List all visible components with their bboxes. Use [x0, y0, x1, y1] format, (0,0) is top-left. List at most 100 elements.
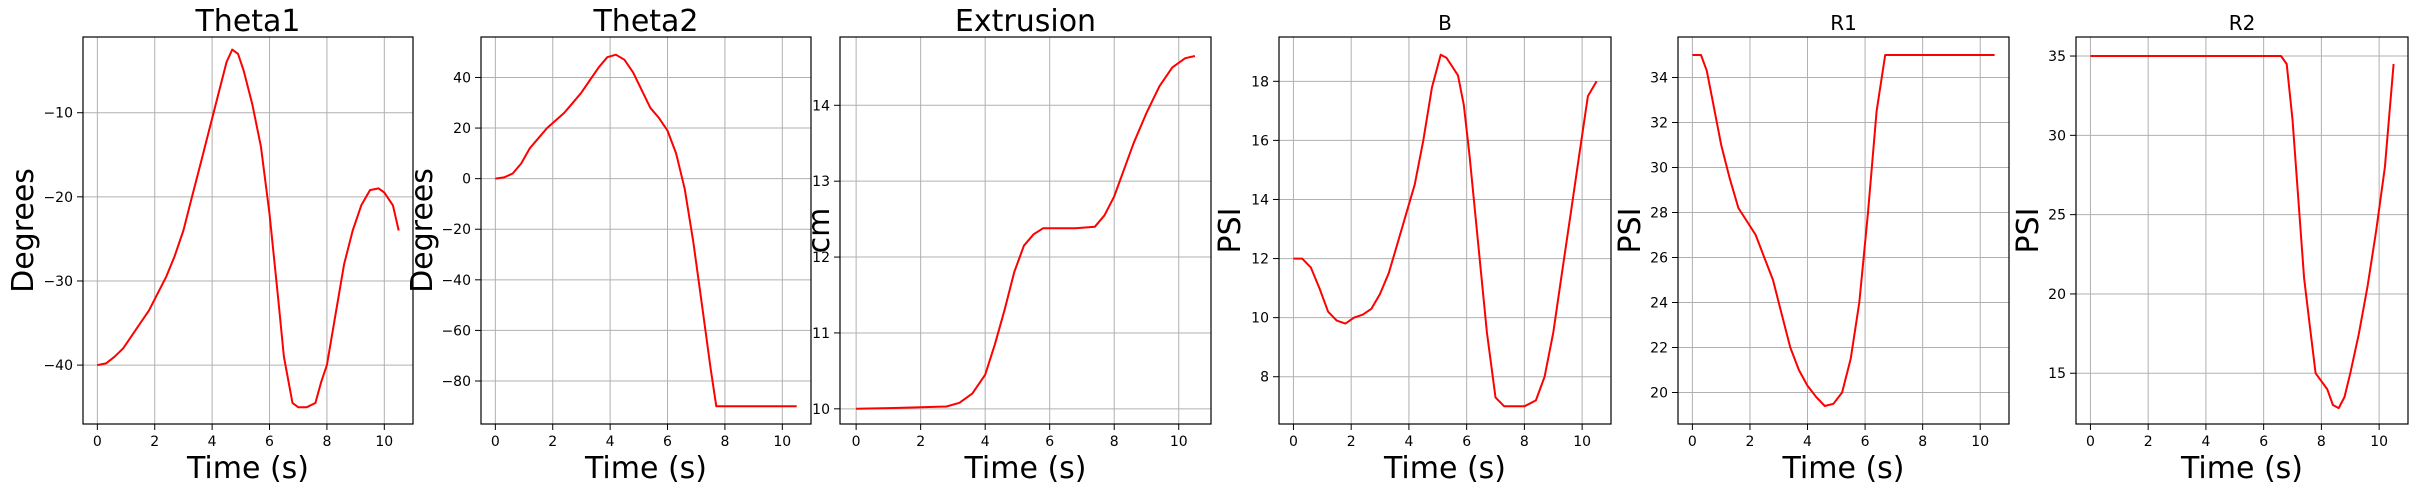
chart-title: R2 — [2229, 11, 2256, 35]
data-line — [1293, 53, 1598, 408]
y-tick-label: 34 — [1650, 71, 1668, 87]
plot-frame — [480, 36, 812, 425]
y-tick-label: −20 — [43, 190, 73, 206]
x-tick-label: 6 — [265, 434, 274, 450]
chart-title: R1 — [1830, 11, 1857, 35]
x-tick-label: 8 — [322, 434, 331, 450]
chart-panel-4: 0 2 4 6 8 10 8 10 12 14 16 18 B Time (s) PSI — [1213, 11, 1612, 486]
x-tick-label: 4 — [1404, 434, 1413, 450]
x-tick-label: 10 — [1170, 434, 1188, 450]
chart-panel-6: 0 2 4 6 8 10 15 20 25 30 35 R2 Time (s) PSI — [2011, 11, 2409, 486]
chart-panel-2: 0 2 4 6 8 10 −80 −60 −40 −20 0 20 40 Theta2 Time (s) De… — [405, 4, 812, 486]
x-tick-label: 2 — [150, 434, 159, 450]
x-axis-label: Time (s) — [964, 451, 1087, 486]
y-tick-label: 20 — [2048, 287, 2066, 303]
plot-frame — [2075, 36, 2409, 425]
y-tick-label: 25 — [2048, 208, 2066, 224]
x-axis-label: Time (s) — [186, 451, 309, 486]
y-tick-label: 32 — [1650, 116, 1668, 132]
x-tick-label: 6 — [1045, 434, 1054, 450]
y-tick-label: −20 — [441, 222, 471, 238]
y-axis-label: Degrees — [6, 168, 41, 293]
y-tick-label: −10 — [43, 106, 73, 122]
x-tick-label: 8 — [1918, 434, 1927, 450]
y-tick-label: 30 — [1650, 161, 1668, 177]
x-axis-label: Time (s) — [1782, 451, 1905, 486]
plot-frame — [1278, 36, 1612, 425]
y-tick-label: 14 — [1251, 192, 1269, 208]
x-tick-label: 2 — [2144, 434, 2153, 450]
x-tick-label: 10 — [375, 434, 393, 450]
data-line — [856, 55, 1196, 410]
y-tick-label: 12 — [1251, 252, 1269, 268]
plot-frame — [82, 36, 414, 425]
chart-title: B — [1438, 11, 1452, 35]
y-tick-label: 10 — [812, 402, 830, 418]
x-tick-label: 0 — [2086, 434, 2095, 450]
y-tick-label: 18 — [1251, 74, 1269, 90]
chart-title: Theta1 — [194, 4, 300, 39]
y-tick-label: 24 — [1650, 296, 1668, 312]
x-tick-label: 0 — [1289, 434, 1298, 450]
x-tick-label: 10 — [2370, 434, 2388, 450]
y-axis-label: PSI — [2011, 208, 2046, 254]
y-tick-label: 40 — [453, 70, 471, 86]
x-tick-label: 8 — [2317, 434, 2326, 450]
chart-title: Extrusion — [955, 4, 1096, 39]
y-tick-label: 22 — [1650, 341, 1668, 357]
x-tick-label: 6 — [2259, 434, 2268, 450]
x-tick-label: 4 — [2201, 434, 2210, 450]
x-tick-label: 2 — [1745, 434, 1754, 450]
data-line — [2090, 55, 2395, 410]
y-axis-label: PSI — [1613, 208, 1648, 254]
y-tick-label: 8 — [1260, 370, 1269, 386]
plot-frame — [839, 36, 1212, 425]
chart-panel-1: 0 2 4 6 8 10 −40 −30 −20 −10 Theta1 Time (s) Degrees — [6, 4, 414, 486]
y-tick-label: 11 — [812, 326, 830, 342]
x-tick-label: 0 — [93, 434, 102, 450]
y-tick-label: 26 — [1650, 251, 1668, 267]
y-tick-label: −40 — [441, 273, 471, 289]
y-tick-label: 20 — [1650, 386, 1668, 402]
y-tick-label: −80 — [441, 374, 471, 390]
y-tick-label: −30 — [43, 274, 73, 290]
x-tick-label: 10 — [1573, 434, 1591, 450]
y-axis-label: Degrees — [405, 168, 440, 293]
x-tick-label: 4 — [981, 434, 990, 450]
x-tick-label: 0 — [491, 434, 500, 450]
x-tick-label: 8 — [1520, 434, 1529, 450]
x-tick-label: 4 — [1803, 434, 1812, 450]
x-tick-label: 8 — [720, 434, 729, 450]
y-tick-label: 14 — [812, 98, 830, 114]
y-tick-label: 0 — [462, 172, 471, 188]
data-line — [97, 48, 400, 409]
x-tick-label: 4 — [606, 434, 615, 450]
chart-title: Theta2 — [592, 4, 698, 39]
x-tick-label: 6 — [663, 434, 672, 450]
x-tick-label: 10 — [773, 434, 791, 450]
x-axis-label: Time (s) — [1383, 451, 1506, 486]
x-axis-label: Time (s) — [584, 451, 707, 486]
y-tick-label: −60 — [441, 323, 471, 339]
x-tick-label: 6 — [1462, 434, 1471, 450]
y-tick-label: 13 — [812, 174, 830, 190]
y-tick-label: 10 — [1251, 311, 1269, 327]
x-tick-label: 6 — [1861, 434, 1870, 450]
y-tick-label: 20 — [453, 121, 471, 137]
x-tick-label: 10 — [1971, 434, 1989, 450]
data-line — [1692, 54, 1995, 407]
chart-panel-3: 0 2 4 6 8 10 10 11 12 13 14 Extrusion Time (s) cm — [802, 4, 1212, 486]
x-tick-label: 0 — [852, 434, 861, 450]
x-tick-label: 2 — [916, 434, 925, 450]
y-axis-label: cm — [802, 208, 837, 254]
x-tick-label: 2 — [1347, 434, 1356, 450]
y-tick-label: 28 — [1650, 206, 1668, 222]
x-axis-label: Time (s) — [2180, 451, 2303, 486]
y-tick-label: −40 — [43, 358, 73, 374]
plot-frame — [1677, 36, 2010, 425]
data-line — [495, 53, 797, 408]
y-tick-label: 16 — [1251, 133, 1269, 149]
x-tick-label: 0 — [1688, 434, 1697, 450]
